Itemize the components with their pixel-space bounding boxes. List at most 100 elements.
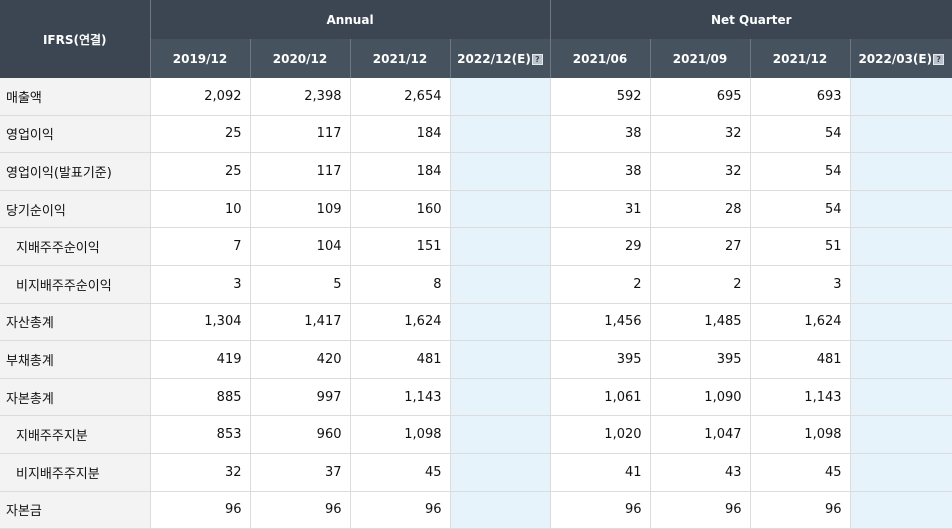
row-label: 영업이익 — [0, 115, 151, 154]
row-label: 비지배주주순이익 — [0, 265, 151, 304]
col-header: 2021/12 — [750, 39, 851, 78]
value-cell: 1,143 — [750, 378, 851, 417]
value-cell: 96 — [150, 491, 251, 529]
net-quarter-header: Net Quarter — [550, 0, 952, 39]
estimate-cell — [450, 303, 551, 342]
row-label: 영업이익(발표기준) — [0, 152, 151, 191]
value-cell: 31 — [550, 190, 651, 229]
col-header-label: 2022/03(E) — [858, 51, 933, 66]
value-cell: 419 — [150, 340, 251, 379]
estimate-cell — [850, 415, 952, 454]
value-cell: 395 — [650, 340, 751, 379]
col-header-label: 2021/12 — [772, 51, 828, 66]
value-cell: 885 — [150, 378, 251, 417]
annual-header: Annual — [150, 0, 551, 39]
value-cell: 96 — [250, 491, 351, 529]
value-cell: 54 — [750, 152, 851, 191]
value-cell: 25 — [150, 115, 251, 154]
col-header-label: 2021/12 — [372, 51, 428, 66]
col-header-label: 2022/12(E) — [457, 51, 531, 66]
value-cell: 54 — [750, 190, 851, 229]
estimate-cell — [850, 265, 952, 304]
value-cell: 38 — [550, 152, 651, 191]
value-cell: 1,098 — [750, 415, 851, 454]
estimate-cell — [450, 190, 551, 229]
col-header-label: 2020/12 — [272, 51, 328, 66]
value-cell: 32 — [650, 152, 751, 191]
row-label: 비지배주주지분 — [0, 453, 151, 492]
value-cell: 481 — [750, 340, 851, 379]
row-label: 지배주주순이익 — [0, 227, 151, 266]
table-row: 자산총계 1,304 1,417 1,624 1,456 1,485 1,624 — [0, 303, 952, 342]
value-cell: 104 — [250, 227, 351, 266]
value-cell: 1,304 — [150, 303, 251, 342]
value-cell: 151 — [350, 227, 451, 266]
value-cell: 109 — [250, 190, 351, 229]
estimate-cell — [850, 303, 952, 342]
value-cell: 28 — [650, 190, 751, 229]
value-cell: 2,398 — [250, 78, 351, 116]
value-cell: 32 — [650, 115, 751, 154]
table-row: 당기순이익 10 109 160 31 28 54 — [0, 190, 952, 229]
table-row: 영업이익(발표기준) 25 117 184 38 32 54 — [0, 152, 952, 191]
value-cell: 32 — [150, 453, 251, 492]
col-header-estimate: 2022/12(E)? — [450, 39, 551, 78]
estimate-cell — [850, 152, 952, 191]
value-cell: 1,143 — [350, 378, 451, 417]
row-label: 자산총계 — [0, 303, 151, 342]
col-header-label: 2019/12 — [172, 51, 228, 66]
table-header: IFRS(연결) Annual Net Quarter 2019/12 2020… — [0, 0, 952, 78]
value-cell: 2,654 — [350, 78, 451, 116]
col-header-estimate: 2022/03(E)? — [850, 39, 952, 78]
estimate-cell — [850, 190, 952, 229]
value-cell: 853 — [150, 415, 251, 454]
value-cell: 96 — [650, 491, 751, 529]
value-cell: 1,456 — [550, 303, 651, 342]
estimate-cell — [450, 453, 551, 492]
value-cell: 1,624 — [750, 303, 851, 342]
row-label: 자본금 — [0, 491, 151, 529]
estimate-cell — [450, 340, 551, 379]
value-cell: 693 — [750, 78, 851, 116]
value-cell: 960 — [250, 415, 351, 454]
table-row: 매출액 2,092 2,398 2,654 592 695 693 — [0, 78, 952, 116]
value-cell: 117 — [250, 152, 351, 191]
estimate-cell — [850, 453, 952, 492]
table-row: 영업이익 25 117 184 38 32 54 — [0, 115, 952, 154]
help-icon[interactable]: ? — [933, 53, 945, 65]
value-cell: 5 — [250, 265, 351, 304]
row-label: 부채총계 — [0, 340, 151, 379]
estimate-cell — [450, 491, 551, 529]
estimate-cell — [450, 152, 551, 191]
col-header: 2019/12 — [150, 39, 251, 78]
estimate-cell — [850, 340, 952, 379]
estimate-cell — [850, 78, 952, 116]
value-cell: 395 — [550, 340, 651, 379]
ifrs-header: IFRS(연결) — [0, 0, 151, 78]
value-cell: 7 — [150, 227, 251, 266]
value-cell: 1,061 — [550, 378, 651, 417]
value-cell: 38 — [550, 115, 651, 154]
col-header: 2021/09 — [650, 39, 751, 78]
value-cell: 184 — [350, 152, 451, 191]
value-cell: 41 — [550, 453, 651, 492]
value-cell: 96 — [350, 491, 451, 529]
table-row: 지배주주지분 853 960 1,098 1,020 1,047 1,098 — [0, 415, 952, 454]
value-cell: 1,047 — [650, 415, 751, 454]
col-header-label: 2021/06 — [572, 51, 628, 66]
value-cell: 37 — [250, 453, 351, 492]
estimate-cell — [450, 378, 551, 417]
value-cell: 3 — [150, 265, 251, 304]
value-cell: 1,020 — [550, 415, 651, 454]
value-cell: 695 — [650, 78, 751, 116]
table-body: 매출액 2,092 2,398 2,654 592 695 693 영업이익 25 117 184 3… — [0, 78, 952, 529]
value-cell: 2 — [650, 265, 751, 304]
value-cell: 160 — [350, 190, 451, 229]
value-cell: 3 — [750, 265, 851, 304]
value-cell: 27 — [650, 227, 751, 266]
value-cell: 51 — [750, 227, 851, 266]
table-row: 자본총계 885 997 1,143 1,061 1,090 1,143 — [0, 378, 952, 417]
value-cell: 25 — [150, 152, 251, 191]
help-icon[interactable]: ? — [531, 53, 543, 65]
estimate-cell — [850, 227, 952, 266]
